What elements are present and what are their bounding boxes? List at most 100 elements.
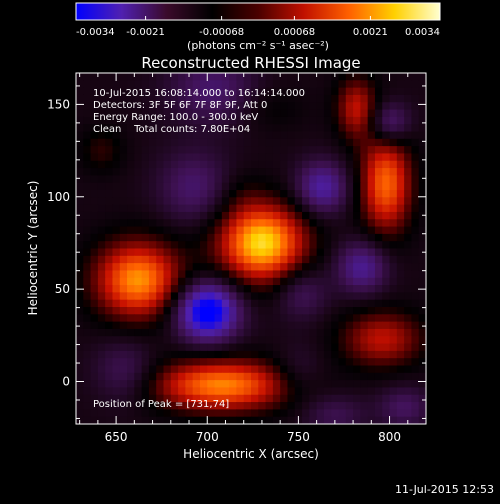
heatmap-cell [170,277,179,286]
heatmap-cell [418,204,426,213]
heatmap-cell [119,394,128,403]
heatmap-cell [287,190,296,198]
heatmap-cell [302,336,310,345]
heatmap-cell [404,343,413,352]
heatmap-cell [294,226,303,235]
heatmap-cell [112,336,121,345]
heatmap-cell [258,233,267,242]
heatmap-cell [76,328,84,337]
heatmap-cell [163,263,172,272]
heatmap-cell [302,168,310,176]
heatmap-cell [294,124,303,133]
heatmap-cell [338,102,347,111]
heatmap-cell [97,190,106,198]
heatmap-cell [287,87,296,96]
heatmap-cell [207,372,216,381]
heatmap-cell [76,358,84,367]
heatmap-cell [302,314,310,323]
heatmap-cell [134,365,143,374]
heatmap-cell [119,285,128,293]
heatmap-cell [127,80,135,89]
heatmap-cell [163,124,172,133]
heatmap-cell [90,328,99,337]
heatmap-cell [258,175,267,184]
heatmap-cell [360,153,369,162]
heatmap-cell [287,358,296,367]
heatmap-cell [229,402,238,410]
heatmap-cell [411,328,420,337]
heatmap-cell [323,394,332,403]
heatmap-cell [127,219,135,228]
heatmap-cell [389,175,398,184]
heatmap-cell [141,416,150,424]
heatmap-cell [243,124,252,133]
heatmap-cell [396,321,405,330]
heatmap-cell [272,241,281,250]
heatmap-cell [272,372,281,381]
heatmap-cell [411,197,420,206]
heatmap-cell [309,409,318,418]
heatmap-cell [345,241,354,250]
heatmap-cell [90,233,99,242]
heatmap-cell [214,80,223,89]
heatmap-cell [243,402,252,410]
heatmap-cell [134,416,143,424]
heatmap-cell [221,153,230,162]
heatmap-cell [207,277,216,286]
heatmap-cell [353,131,361,140]
heatmap-cell [309,233,318,242]
heatmap-cell [258,314,267,323]
heatmap-cell [367,307,376,315]
heatmap-cell [272,328,281,337]
heatmap-cell [302,73,310,81]
heatmap-cell [404,116,413,125]
heatmap-cell [243,197,252,206]
heatmap-cell [170,365,179,374]
heatmap-cell [97,255,106,264]
heatmap-cell [112,87,121,96]
heatmap-cell [360,350,369,359]
heatmap-cell [214,160,223,169]
heatmap-cell [163,416,172,424]
heatmap-cell [170,160,179,169]
heatmap-cell [90,182,99,191]
heatmap-cell [309,402,318,410]
heatmap-cell [294,80,303,89]
heatmap-cell [338,80,347,89]
heatmap-cell [331,168,340,176]
heatmap-cell [76,226,84,235]
heatmap-cell [345,124,354,133]
heatmap-cell [382,175,391,184]
heatmap-cell [309,94,318,103]
heatmap-cell [199,226,208,235]
heatmap-cell [105,292,114,301]
heatmap-cell [207,124,216,133]
heatmap-cell [83,336,92,345]
heatmap-cell [396,153,405,162]
heatmap-cell [309,168,318,176]
heatmap-cell [345,94,354,103]
heatmap-cell [119,109,128,118]
heatmap-cell [148,182,157,191]
heatmap-cell [214,204,223,213]
heatmap-cell [229,263,238,272]
heatmap-cell [229,416,238,424]
heatmap-cell [258,241,267,250]
heatmap-cell [345,219,354,228]
heatmap-cell [316,343,325,352]
heatmap-cell [214,285,223,293]
heatmap-cell [389,168,398,176]
heatmap-cell [127,307,135,315]
heatmap-cell [178,416,186,424]
heatmap-cell [105,87,114,96]
heatmap-cell [221,116,230,125]
heatmap-cell [83,233,92,242]
heatmap-cell [353,175,361,184]
heatmap-cell [134,336,143,345]
heatmap-cell [112,307,121,315]
heatmap-cell [170,146,179,155]
heatmap-cell [90,343,99,352]
heatmap-cell [251,343,259,352]
heatmap-cell [396,416,405,424]
heatmap-cell [265,409,274,418]
